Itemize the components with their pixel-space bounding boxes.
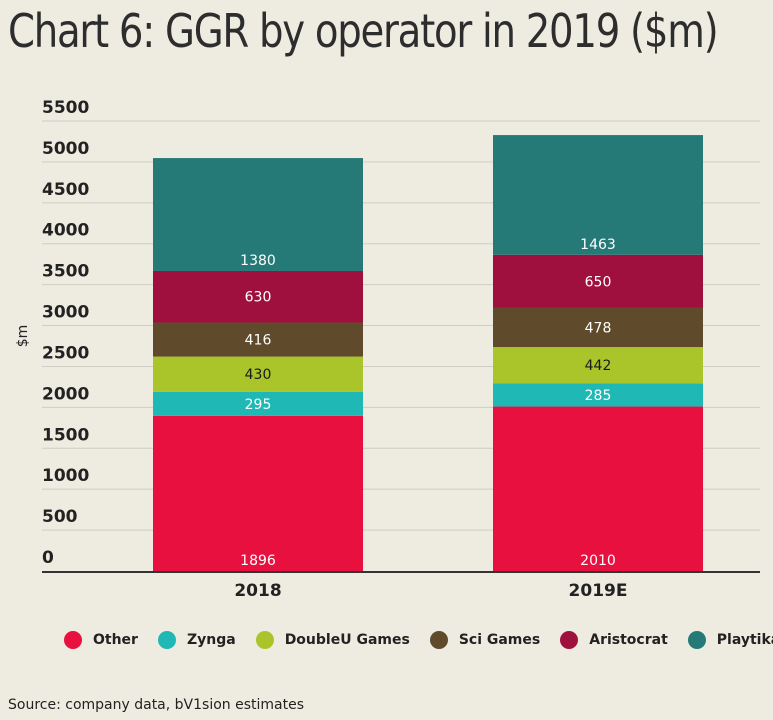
- data-label: 650: [585, 274, 612, 290]
- legend-item-other: Other: [64, 631, 138, 649]
- legend-label: Other: [93, 632, 138, 648]
- data-label: 1380: [240, 253, 276, 269]
- bar-segment-aristocrat: [153, 270, 363, 323]
- bar-segment-sci-games: [153, 322, 363, 357]
- legend-swatch: [157, 631, 176, 649]
- y-tick-label: 3500: [42, 262, 89, 282]
- y-tick-label: 1500: [42, 425, 89, 445]
- y-tick-label: 5500: [42, 98, 89, 118]
- legend-label: DoubleU Games: [284, 632, 410, 648]
- y-tick-label: 4000: [42, 221, 89, 241]
- data-label: 478: [585, 321, 612, 337]
- bar-segment-other: [153, 415, 363, 571]
- y-tick-label: 500: [42, 507, 78, 527]
- legend-item-doubleu-games: DoubleU Games: [255, 631, 410, 649]
- y-axis-label: $m: [15, 325, 31, 348]
- bar-segment-aristocrat: [493, 254, 703, 308]
- data-label: 416: [245, 333, 272, 349]
- data-label: 2010: [580, 553, 616, 569]
- legend-item-playtika: Playtika: [687, 631, 773, 649]
- data-label: 285: [585, 388, 612, 404]
- y-tick-label: 4500: [42, 180, 89, 200]
- x-tick-label: 2019E: [569, 581, 628, 601]
- bar-segment-doubleu-games: [153, 356, 363, 392]
- legend: Other Zynga DoubleU Games Sci Games Aristocr…: [64, 631, 773, 649]
- y-tick-label: 2000: [42, 384, 89, 404]
- legend-swatch: [429, 631, 448, 649]
- legend-label: Aristocrat: [589, 632, 668, 648]
- legend-item-sci-games: Sci Games: [429, 631, 541, 649]
- bar-segment-playtika: [153, 158, 363, 271]
- bar-segment-zynga: [493, 383, 703, 407]
- bar-segment-sci-games: [493, 307, 703, 348]
- legend-swatch: [255, 631, 274, 649]
- legend-swatch: [687, 631, 706, 649]
- data-label: 295: [245, 397, 272, 413]
- source-note: Source: company data, bV1sion estimates: [8, 697, 305, 713]
- legend-label: Playtika: [716, 632, 773, 648]
- data-label: 430: [245, 367, 272, 383]
- chart-title: Chart 6: GGR by operator in 2019 ($m): [8, 4, 719, 58]
- legend-label: Sci Games: [458, 632, 541, 648]
- x-tick-label: 2018: [234, 581, 281, 601]
- y-tick-label: 3000: [42, 303, 89, 323]
- legend-label: Zynga: [186, 632, 236, 648]
- y-tick-label: 1000: [42, 466, 89, 486]
- data-label: 1463: [580, 237, 616, 253]
- y-tick-label: 2500: [42, 343, 89, 363]
- y-tick-label: 0: [42, 548, 54, 568]
- data-label: 442: [585, 358, 612, 374]
- bar-segment-other: [493, 406, 703, 571]
- y-tick-label: 5000: [42, 139, 89, 159]
- bar-segment-zynga: [153, 391, 363, 416]
- legend-item-aristocrat: Aristocrat: [560, 631, 668, 649]
- legend-item-zynga: Zynga: [157, 631, 236, 649]
- data-label: 1896: [240, 553, 276, 569]
- stacked-bar-chart: 0 500 1000 1500 2000 2500 3000 3500 4000 4500 5000…: [15, 98, 760, 601]
- legend-swatch: [64, 631, 82, 649]
- data-label: 630: [245, 290, 272, 306]
- bar-segment-playtika: [493, 135, 703, 255]
- legend-swatch: [560, 631, 579, 649]
- bar-segment-doubleu-games: [493, 347, 703, 384]
